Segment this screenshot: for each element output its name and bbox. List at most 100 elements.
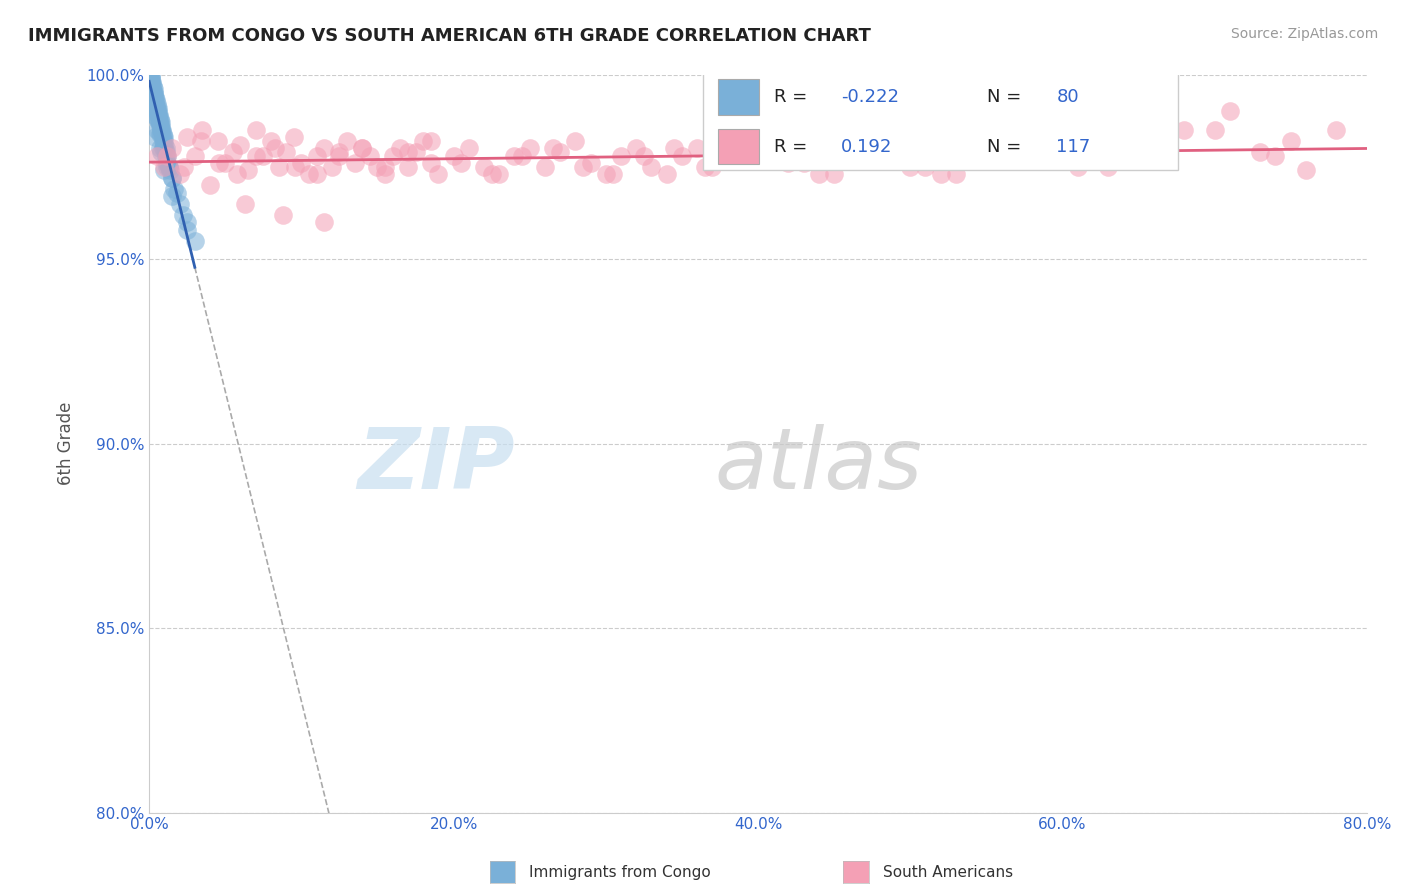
Point <box>152 127 174 141</box>
Point <box>276 145 298 159</box>
Point <box>153 141 176 155</box>
Point <box>1324 123 1347 137</box>
Point <box>929 167 952 181</box>
Point <box>548 145 571 159</box>
Text: IMMIGRANTS FROM CONGO VS SOUTH AMERICAN 6TH GRADE CORRELATION CHART: IMMIGRANTS FROM CONGO VS SOUTH AMERICAN … <box>28 27 870 45</box>
Point <box>143 101 166 115</box>
Point <box>481 167 503 181</box>
Text: ZIP: ZIP <box>357 425 515 508</box>
Point <box>1157 149 1180 163</box>
Point <box>149 115 172 129</box>
Point <box>686 141 709 155</box>
Point <box>443 149 465 163</box>
Point <box>156 156 179 170</box>
Point <box>150 123 173 137</box>
Point <box>145 94 167 108</box>
Point <box>534 160 557 174</box>
Point <box>572 160 595 174</box>
FancyBboxPatch shape <box>718 79 759 115</box>
Point <box>793 156 815 170</box>
Point <box>142 78 165 93</box>
Point <box>155 145 177 159</box>
Point <box>472 160 495 174</box>
Point <box>162 182 184 196</box>
Point <box>146 108 169 122</box>
Point <box>823 167 845 181</box>
Point <box>149 127 172 141</box>
Point <box>148 108 170 122</box>
Point <box>156 149 179 163</box>
Point <box>1264 149 1286 163</box>
Point <box>284 160 307 174</box>
Point <box>146 101 169 115</box>
Point <box>1219 104 1241 119</box>
Point <box>1036 141 1059 155</box>
Point <box>141 71 163 86</box>
Point <box>510 149 533 163</box>
Point <box>869 141 891 155</box>
Point <box>139 86 162 100</box>
Text: 80: 80 <box>1056 88 1078 106</box>
Point <box>172 208 194 222</box>
Point <box>160 170 183 185</box>
Point <box>160 189 183 203</box>
Point <box>610 149 633 163</box>
Point <box>853 149 876 163</box>
Point <box>245 149 267 163</box>
Point <box>153 137 176 152</box>
Point <box>778 156 800 170</box>
Text: Immigrants from Congo: Immigrants from Congo <box>530 865 711 880</box>
Point <box>152 141 174 155</box>
Point <box>488 167 510 181</box>
Point <box>198 178 221 193</box>
Point <box>236 163 259 178</box>
Point <box>264 141 287 155</box>
Point <box>160 141 183 155</box>
Point <box>427 167 450 181</box>
Point <box>579 156 602 170</box>
Point <box>145 123 167 137</box>
Point <box>945 167 967 181</box>
Point <box>160 170 183 185</box>
Point <box>141 82 163 96</box>
Point <box>145 97 167 112</box>
Point <box>139 75 162 89</box>
Point <box>169 167 191 181</box>
Point <box>541 141 564 155</box>
Point <box>405 145 427 159</box>
Point <box>145 101 167 115</box>
Point <box>640 160 662 174</box>
Point <box>564 134 586 148</box>
Point <box>419 134 441 148</box>
Point <box>1295 163 1317 178</box>
Point <box>208 156 231 170</box>
Point <box>664 141 686 155</box>
Point <box>267 160 290 174</box>
Point <box>150 119 173 133</box>
Point <box>503 149 526 163</box>
Point <box>374 160 396 174</box>
Point <box>457 141 479 155</box>
Point <box>298 167 321 181</box>
Point <box>305 149 328 163</box>
Point <box>149 141 172 155</box>
Point <box>381 149 404 163</box>
Point <box>914 160 936 174</box>
Point <box>747 134 769 148</box>
Text: South Americans: South Americans <box>883 865 1012 880</box>
Point <box>226 167 249 181</box>
Point <box>166 186 188 200</box>
Point <box>143 94 166 108</box>
Point <box>176 222 198 236</box>
Text: Source: ZipAtlas.com: Source: ZipAtlas.com <box>1230 27 1378 41</box>
Point <box>143 89 166 103</box>
Point <box>145 112 167 126</box>
Point <box>389 141 412 155</box>
Point <box>755 134 778 148</box>
Point <box>974 123 997 137</box>
Point <box>314 215 336 229</box>
Point <box>633 149 655 163</box>
Point <box>141 78 163 93</box>
Point <box>1204 123 1226 137</box>
Point <box>143 130 166 145</box>
